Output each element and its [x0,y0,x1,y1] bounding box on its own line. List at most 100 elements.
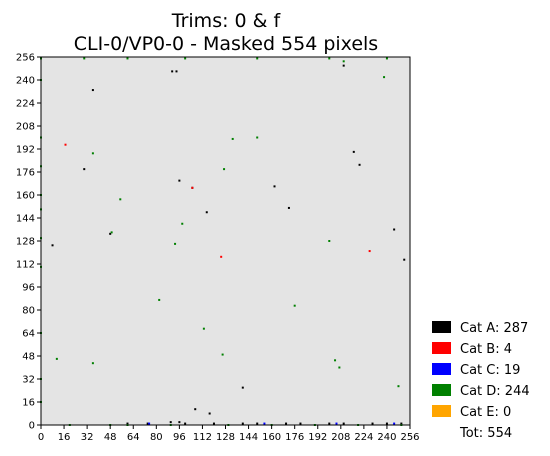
legend-label-4: Cat E: 0 [460,405,511,420]
plot-area [41,57,410,425]
x-tick-label-8: 128 [216,432,235,443]
point-cat-3-29 [110,231,113,234]
x-tick-label-15: 240 [377,432,396,443]
point-cat-3-34 [293,304,296,307]
legend-swatch-3 [432,384,451,396]
point-cat-3-33 [221,353,224,356]
y-tick-label-8: 128 [16,237,35,248]
x-tick-label-0: 0 [38,432,44,443]
y-tick-label-7: 112 [16,260,35,271]
legend-total: Tot: 554 [459,426,512,441]
legend-swatch-2 [432,363,451,375]
point-cat-2-1 [263,422,266,425]
x-tick-label-6: 96 [173,432,186,443]
point-cat-0-15 [194,408,197,411]
point-cat-0-13 [51,244,54,247]
chart-title-line2: CLI-0/VP0-0 - Masked 554 pixels [74,33,378,55]
legend-swatch-4 [432,405,451,417]
point-cat-0-21 [178,179,181,182]
y-tick-label-13: 208 [16,122,35,133]
x-tick-label-9: 144 [239,432,258,443]
point-cat-0-18 [178,421,181,424]
point-cat-0-3 [91,89,94,92]
point-cat-0-8 [287,206,290,209]
point-cat-0-10 [352,150,355,153]
point-cat-3-30 [328,240,331,242]
point-cat-0-22 [126,422,129,425]
point-cat-1-0 [64,143,67,146]
y-tick-label-6: 96 [22,283,35,294]
point-cat-3-23 [119,198,122,201]
point-cat-2-2 [335,422,338,425]
point-cat-0-26 [342,422,345,425]
x-tick-label-7: 112 [193,432,212,443]
point-cat-0-30 [285,422,288,425]
point-cat-3-26 [256,136,259,139]
point-cat-3-25 [231,137,234,140]
y-tick-label-16: 256 [16,53,35,64]
point-cat-2-3 [393,422,396,425]
y-tick-label-11: 176 [16,168,35,179]
point-cat-0-29 [241,422,244,425]
point-cat-0-17 [169,421,172,424]
point-cat-1-1 [191,186,194,189]
y-tick-label-3: 48 [22,352,35,363]
legend-label-2: Cat C: 19 [460,363,520,378]
point-cat-2-0 [148,422,151,425]
point-cat-3-37 [334,359,337,362]
point-cat-3-21 [383,76,386,79]
point-cat-0-11 [358,163,361,166]
x-tick-label-13: 208 [331,432,350,443]
point-cat-0-2 [342,64,345,67]
point-cat-3-31 [158,298,161,301]
point-cat-0-28 [184,422,187,425]
x-tick-label-3: 48 [104,432,117,443]
x-tick-label-16: 256 [400,432,419,443]
point-cat-0-24 [256,422,259,425]
point-cat-0-27 [385,422,388,425]
x-axis: 0 16 32 48 64 80 96 112 128 144 160 176 192 208 224 240… [38,425,420,443]
y-tick-label-2: 32 [22,375,35,386]
point-cat-3-40 [83,57,86,60]
legend-swatch-1 [432,342,451,354]
point-cat-3-20 [342,60,345,63]
x-tick-label-2: 32 [81,432,94,443]
point-cat-3-32 [202,327,205,330]
x-tick-label-1: 16 [58,432,71,443]
point-cat-3-36 [55,357,58,360]
legend-label-0: Cat A: 287 [460,321,528,336]
point-cat-0-9 [273,185,276,188]
y-tick-label-15: 240 [16,76,35,87]
point-cat-1-2 [220,255,223,258]
x-tick-label-5: 80 [150,432,163,443]
point-cat-0-25 [299,422,302,425]
y-tick-label-5: 80 [22,306,35,317]
point-cat-3-24 [223,168,226,171]
point-cat-0-33 [400,422,403,425]
x-tick-label-11: 176 [285,432,304,443]
x-tick-label-10: 160 [262,432,281,443]
point-cat-0-4 [83,168,86,171]
point-cat-3-39 [397,385,400,388]
y-tick-label-4: 64 [22,329,35,340]
point-cat-0-20 [393,228,396,231]
point-cat-3-22 [91,152,94,155]
point-cat-0-14 [241,386,244,389]
point-cat-0-19 [403,258,406,261]
legend-label-3: Cat D: 244 [460,384,530,399]
y-tick-label-14: 224 [16,99,35,110]
point-cat-0-32 [371,422,374,425]
point-cat-0-7 [205,211,208,214]
point-cat-0-1 [175,70,178,73]
x-tick-label-4: 64 [127,432,140,443]
x-tick-label-14: 224 [354,432,373,443]
point-cat-0-12 [109,232,112,235]
chart-title-line1: Trims: 0 & f [171,10,282,32]
point-cat-0-16 [208,412,211,415]
point-cat-3-38 [338,366,341,369]
point-cat-3-43 [256,57,259,60]
point-cat-3-44 [328,57,331,60]
point-cat-1-3 [368,250,371,253]
x-tick-label-12: 192 [308,432,327,443]
legend-swatch-0 [432,321,451,333]
